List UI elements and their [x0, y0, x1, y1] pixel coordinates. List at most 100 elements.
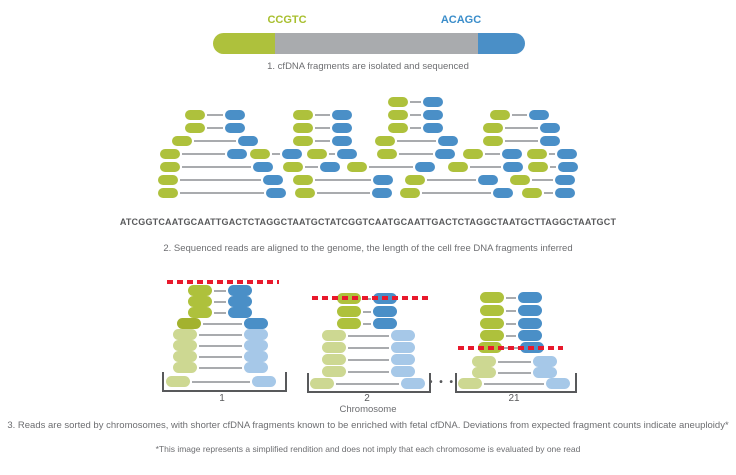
reverse-read-pill	[503, 162, 523, 172]
fragment-connector-line	[203, 322, 242, 325]
bar-blue-end	[478, 33, 525, 54]
forward-read-pill	[307, 149, 327, 159]
forward-read-pill	[160, 149, 180, 159]
reverse-read-pill	[540, 123, 560, 133]
read-pair-fragment	[405, 175, 498, 185]
forward-read-pill	[337, 318, 361, 329]
forward-read-pill	[293, 110, 313, 120]
fragment-connector-line	[207, 127, 223, 129]
forward-read-pill	[375, 136, 395, 146]
fragment-connector-line	[410, 114, 421, 116]
fragment-connector-line	[410, 101, 421, 103]
read-pair-fragment	[337, 306, 397, 317]
reverse-read-pill	[546, 378, 570, 389]
fragment-connector-line	[532, 179, 553, 181]
fragment-connector-line	[485, 153, 500, 155]
fragment-connector-line	[348, 334, 389, 337]
read-pair-fragment	[293, 123, 352, 133]
fragment-connector-line	[470, 166, 501, 168]
forward-read-pill	[166, 376, 190, 387]
forward-read-pill	[293, 136, 313, 146]
read-pair-fragment	[480, 305, 542, 316]
fragment-connector-line	[180, 179, 261, 181]
fragment-connector-line	[544, 192, 553, 194]
fragment-connector-line	[214, 311, 226, 314]
read-pair-fragment	[522, 188, 575, 198]
fragment-connector-line	[315, 179, 371, 181]
read-pair-fragment	[185, 110, 245, 120]
fragment-connector-line	[315, 127, 330, 129]
forward-read-pill	[527, 149, 547, 159]
forward-read-pill	[293, 123, 313, 133]
forward-read-pill	[448, 162, 468, 172]
forward-read-pill	[188, 296, 212, 307]
reverse-read-pill	[518, 330, 542, 341]
reverse-read-pill	[555, 175, 575, 185]
step2-caption: 2. Sequenced reads are aligned to the ge…	[163, 243, 573, 254]
reverse-read-pill	[438, 136, 458, 146]
read-pair-fragment	[510, 175, 575, 185]
fragment-connector-line	[422, 192, 491, 194]
reverse-read-pill	[238, 136, 258, 146]
read-pair-fragment	[322, 354, 415, 365]
forward-read-pill	[463, 149, 483, 159]
forward-read-pill	[322, 366, 346, 377]
fragment-connector-line	[199, 333, 242, 336]
fragment-connector-line	[214, 289, 226, 292]
read-pair-fragment	[337, 318, 397, 329]
reverse-read-pill	[540, 136, 560, 146]
reverse-read-pill	[320, 162, 340, 172]
read-pair-fragment	[185, 123, 245, 133]
reverse-read-pill	[518, 305, 542, 316]
forward-read-pill	[158, 175, 178, 185]
forward-read-pill	[388, 123, 408, 133]
fragment-connector-line	[348, 346, 389, 349]
reverse-read-pill	[244, 329, 268, 340]
reverse-read-pill	[415, 162, 435, 172]
chromosome-label: 2	[364, 393, 370, 404]
fragment-connector-line	[199, 355, 242, 358]
reverse-read-pill	[373, 175, 393, 185]
fragment-connector-line	[207, 114, 223, 116]
fragment-connector-line	[182, 166, 251, 168]
chromosome-bracket	[307, 373, 431, 393]
genome-sequence-text: ATCGGTCAATGCAATTGACTCTAGGCTAATGCTATCGGTC…	[119, 217, 617, 227]
read-pair-fragment	[158, 175, 283, 185]
forward-read-pill	[295, 188, 315, 198]
step1-caption: 1. cfDNA fragments are isolated and sequ…	[267, 61, 469, 72]
forward-read-pill	[405, 175, 425, 185]
fragment-connector-line	[427, 179, 476, 181]
fragment-connector-line	[506, 322, 516, 325]
fragment-connector-line	[506, 334, 516, 337]
forward-read-pill	[388, 97, 408, 107]
forward-read-pill	[188, 307, 212, 318]
reverse-read-pill	[435, 149, 455, 159]
fragment-connector-line	[329, 153, 335, 155]
fragment-connector-line	[192, 380, 250, 383]
forward-read-pill	[480, 318, 504, 329]
reverse-read-pill	[555, 188, 575, 198]
reverse-read-pill	[391, 354, 415, 365]
reverse-read-pill	[557, 149, 577, 159]
read-pair-fragment	[158, 188, 286, 198]
ellipsis-dots: • • •	[429, 377, 456, 388]
fetal-fraction-cutoff-line	[167, 280, 279, 284]
fragment-connector-line	[199, 344, 242, 347]
forward-read-pill	[483, 123, 503, 133]
read-pair-fragment	[448, 162, 523, 172]
read-pair-fragment	[283, 162, 340, 172]
forward-read-pill	[510, 175, 530, 185]
read-pair-fragment	[347, 162, 435, 172]
reverse-read-pill	[266, 188, 286, 198]
fragment-connector-line	[317, 192, 370, 194]
reverse-read-pill	[225, 123, 245, 133]
read-pair-fragment	[173, 362, 268, 373]
read-pair-fragment	[388, 123, 443, 133]
forward-read-pill	[480, 330, 504, 341]
fragment-connector-line	[214, 300, 226, 303]
forward-read-pill	[177, 318, 201, 329]
fragment-connector-line	[399, 153, 433, 155]
fragment-connector-line	[336, 382, 399, 385]
read-pair-fragment	[472, 356, 557, 367]
reverse-read-pill	[518, 292, 542, 303]
